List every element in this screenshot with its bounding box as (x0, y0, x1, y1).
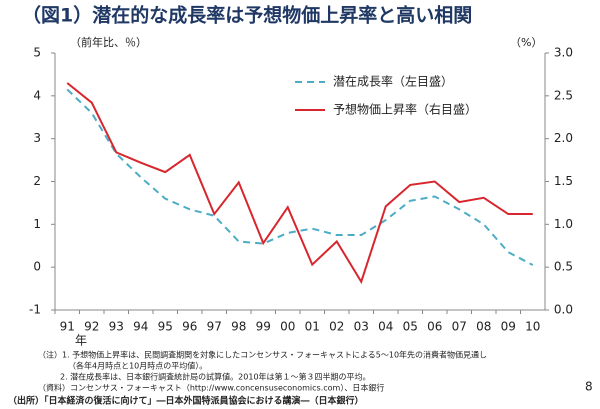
x-tick-label: 95 (158, 320, 173, 334)
y2-tick-label: 1.0 (554, 217, 573, 231)
y-tick-label: 3 (33, 131, 41, 145)
series-line (66, 82, 533, 285)
x-tick-label: 07 (452, 320, 467, 334)
y2-axis-label: （%） (510, 36, 542, 49)
x-tick-label: 97 (207, 320, 222, 334)
y-tick-label: -1 (29, 303, 41, 317)
x-tick-label: 02 (329, 320, 344, 334)
y-tick-label: 4 (33, 88, 41, 102)
legend-label: 潜在成長率（左目盛） (333, 74, 453, 89)
y2-tick-label: 3.0 (554, 46, 573, 60)
x-tick-label: 92 (84, 320, 99, 334)
note: （各年4月時点と10月時点の平均値）。 (68, 361, 207, 371)
x-tick-label: 06 (427, 320, 442, 334)
x-tick-label: 93 (109, 320, 124, 334)
y2-tick-label: 1.5 (554, 174, 573, 188)
y2-tick-label: 0.5 (554, 260, 573, 274)
note: （注）1. 予想物価上昇率は、民間調査期関を対象にしたコンセンサス・フォーキャス… (38, 350, 487, 360)
x-tick-label: 99 (256, 320, 271, 334)
x-tick-label: 91 (60, 320, 75, 334)
x-tick-label: 04 (378, 320, 393, 334)
y-tick-label: 0 (33, 260, 41, 274)
y-tick-label: 2 (33, 174, 41, 188)
x-tick-label: 00 (280, 320, 295, 334)
y-axis-label: （前年比、％） (70, 35, 147, 49)
y2-tick-label: 2.0 (554, 131, 573, 145)
page-number: 8 (585, 380, 593, 394)
note: （資料）コンセンサス・フォーキャスト（http://www.concensuse… (38, 383, 384, 393)
x-tick-label: 10 (525, 320, 540, 334)
series-line (66, 88, 534, 266)
x-tick-label: 05 (403, 320, 418, 334)
x-tick-label: 94 (133, 320, 148, 334)
x-tick-label: 08 (476, 320, 491, 334)
source: （出所）「日本経済の復活に向けて」―日本外国特派員協会における講演―（日本銀行） (8, 395, 364, 407)
y2-tick-label: 0.0 (554, 303, 573, 317)
x-tick-label: 09 (501, 320, 516, 334)
y2-tick-label: 2.5 (554, 88, 573, 102)
y-tick-label: 1 (33, 217, 41, 231)
x-unit-label: 年 (75, 334, 87, 348)
chart-title: （図1）潜在的な成長率は予想物価上昇率と高い相関 (22, 4, 472, 27)
note: 2. 潜在成長率は、日本銀行調査統計局の試算値。2010年は第１～第３四半期の平… (60, 372, 371, 382)
x-tick-label: 01 (305, 320, 320, 334)
x-tick-label: 98 (231, 320, 246, 334)
y-tick-label: 5 (33, 46, 41, 60)
legend-label: 予想物価上昇率（右目盛） (333, 102, 477, 117)
x-tick-label: 03 (354, 320, 369, 334)
x-tick-label: 96 (182, 320, 197, 334)
